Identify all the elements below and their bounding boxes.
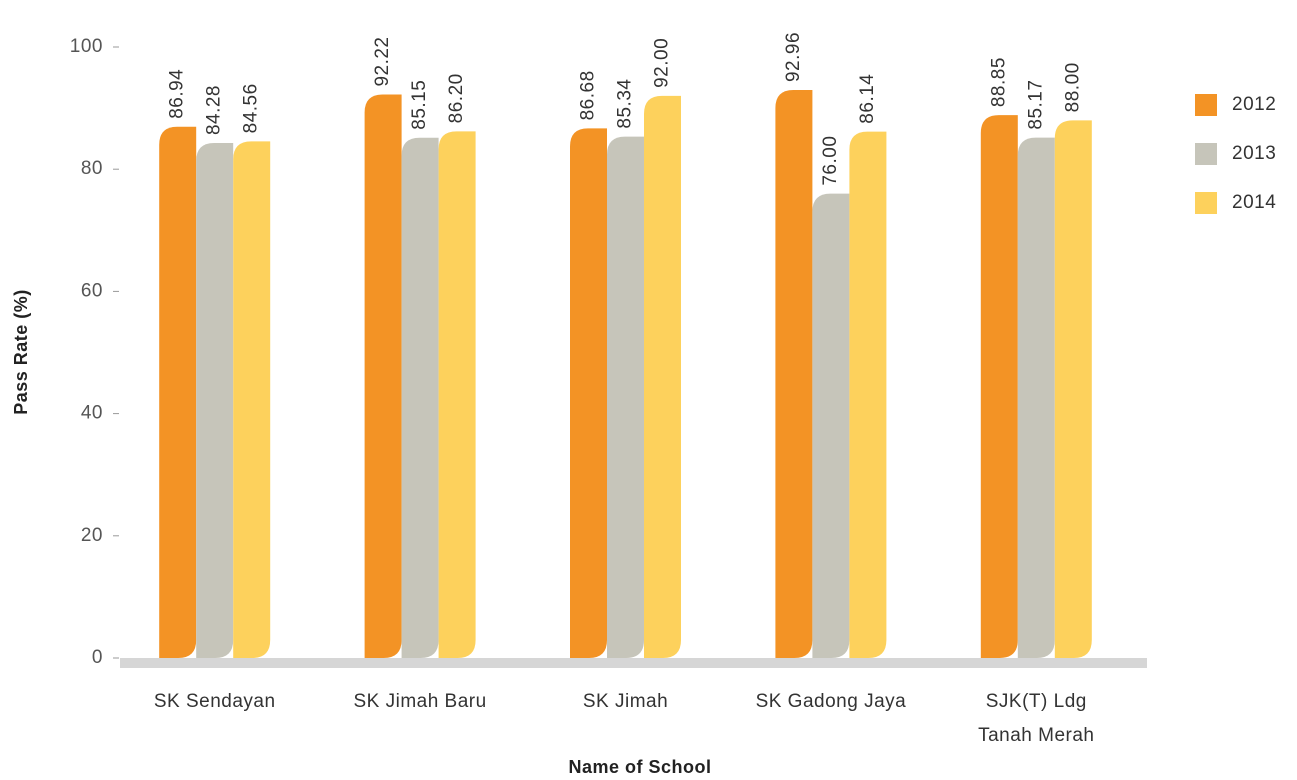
- value-label: 84.56: [241, 83, 262, 133]
- value-label: 84.28: [204, 85, 225, 135]
- x-axis-title: Name of School: [568, 757, 711, 777]
- legend-label: 2013: [1232, 143, 1276, 164]
- value-label: 86.14: [857, 74, 878, 124]
- bar: [775, 90, 813, 658]
- y-tick-label: 40: [81, 403, 103, 424]
- bar: [1054, 120, 1092, 658]
- y-tick-label: 80: [81, 158, 103, 179]
- bar: [607, 136, 644, 658]
- value-label: 85.15: [409, 80, 430, 130]
- value-label: 86.20: [446, 73, 467, 123]
- legend-swatch: [1195, 192, 1217, 214]
- x-tick-label-line: Tanah Merah: [978, 725, 1094, 746]
- bar: [401, 137, 439, 658]
- legend-label: 2012: [1232, 94, 1276, 115]
- y-tick-label: 20: [81, 525, 103, 546]
- x-tick-label: SK Jimah: [583, 691, 668, 712]
- x-tick-label: SK Gadong Jaya: [756, 691, 907, 712]
- x-tick-label: SK Sendayan: [154, 691, 276, 712]
- value-label: 88.85: [988, 57, 1009, 107]
- bar: [196, 143, 234, 658]
- y-axis-title: Pass Rate (%): [11, 289, 31, 415]
- bar: [570, 128, 607, 658]
- x-tick-label: SK Jimah Baru: [353, 691, 486, 712]
- bar: [159, 126, 197, 658]
- value-label: 88.00: [1062, 62, 1083, 112]
- bar: [849, 131, 887, 659]
- bar: [644, 95, 681, 658]
- y-tick-label: 100: [70, 36, 103, 57]
- value-label: 92.22: [372, 36, 393, 86]
- bar: [438, 131, 476, 658]
- x-tick-label-line: SJK(T) Ldg: [986, 691, 1087, 712]
- x-tick-label: SJK(T) Ldg Tanah Merah: [978, 691, 1094, 746]
- bar: [364, 94, 402, 659]
- y-tick-label: 60: [81, 280, 103, 301]
- legend-swatch: [1195, 94, 1217, 116]
- baseline: [120, 658, 1147, 668]
- value-label: 92.96: [783, 32, 804, 82]
- value-label: 85.17: [1025, 80, 1046, 130]
- bar: [980, 115, 1018, 658]
- bar: [812, 193, 850, 658]
- y-tick-label: 0: [92, 647, 103, 668]
- value-label: 92.00: [652, 38, 673, 88]
- value-label: 86.68: [578, 70, 599, 120]
- value-label: 86.94: [167, 69, 188, 119]
- bar: [1017, 137, 1055, 658]
- bar: [233, 141, 271, 659]
- value-label: 76.00: [820, 136, 841, 186]
- legend-label: 2014: [1232, 192, 1276, 213]
- value-label: 85.34: [615, 79, 636, 129]
- legend-swatch: [1195, 143, 1217, 165]
